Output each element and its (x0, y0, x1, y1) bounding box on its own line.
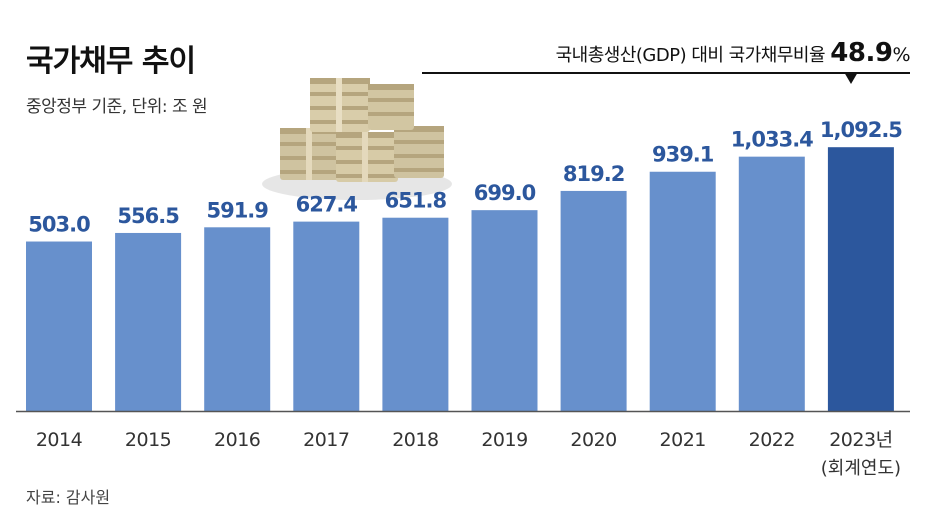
value-label-2021: 939.1 (652, 143, 714, 167)
value-label-2016: 591.9 (206, 198, 268, 222)
value-label-2014: 503.0 (28, 213, 90, 237)
bar-2015 (115, 232, 182, 411)
bar-2022 (738, 156, 805, 411)
x-tick-label-2017: 2017 (303, 429, 349, 451)
x-tick-label-2023년: 2023년 (829, 429, 892, 451)
value-label-2017: 627.4 (296, 193, 358, 217)
chart-subtitle: 중앙정부 기준, 단위: 조 원 (26, 97, 208, 117)
bar-2023년 (827, 147, 894, 411)
money-stack-illustration (262, 78, 452, 200)
value-label-2023년: 1,092.5 (820, 118, 902, 142)
value-label-2020: 819.2 (563, 162, 624, 186)
bar-2019 (471, 210, 538, 411)
x-tick-label-2018: 2018 (392, 429, 438, 451)
bar-2016 (204, 227, 271, 411)
gdp-ratio-label: 국내총생산(GDP) 대비 국가채무비율 (555, 45, 826, 66)
x-tick-label-2022: 2022 (749, 429, 795, 451)
x-tick-label-2020: 2020 (570, 429, 616, 451)
bar-2021 (649, 171, 716, 411)
gdp-ratio-value: 48.9 (830, 38, 893, 68)
bar-2020 (560, 190, 627, 411)
chart-title: 국가채무 추이 (26, 44, 196, 79)
value-label-2015: 556.5 (117, 204, 179, 228)
callout-pointer (844, 72, 858, 84)
gdp-ratio-callout: 국내총생산(GDP) 대비 국가채무비율 48.9% (422, 38, 910, 74)
bar-2018 (382, 217, 449, 411)
value-label-2019: 699.0 (474, 181, 536, 205)
bar-2017 (293, 221, 360, 411)
value-label-2022: 1,033.4 (731, 128, 813, 152)
value-label-2018: 651.8 (385, 189, 447, 213)
x-tick-label-2016: 2016 (214, 429, 260, 451)
x-tick-label-2021: 2021 (660, 429, 706, 451)
x-tick-note-2023년: (회계연도) (821, 458, 901, 479)
x-tick-label-2015: 2015 (125, 429, 171, 451)
gdp-ratio-unit: % (892, 44, 910, 66)
x-tick-label-2019: 2019 (481, 429, 527, 451)
x-tick-label-2014: 2014 (36, 429, 83, 451)
source-note: 자료: 감사원 (26, 488, 111, 507)
bar-2014 (26, 241, 92, 411)
